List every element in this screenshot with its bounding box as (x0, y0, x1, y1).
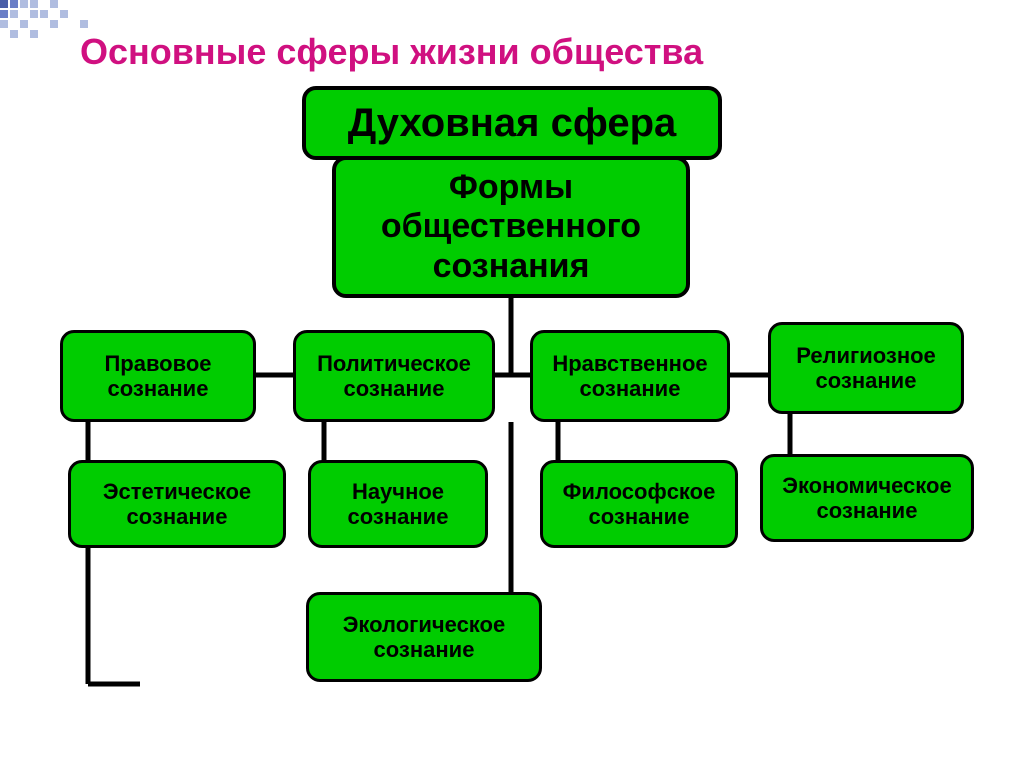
slide-title: Основные сферы жизни общества (80, 32, 703, 72)
node-relig-label: Религиозноесознание (796, 343, 936, 394)
node-econ-label: Экономическоесознание (782, 473, 951, 524)
node-phil: Философскоесознание (540, 460, 738, 548)
node-eco: Экологическоесознание (306, 592, 542, 682)
node-eco-label: Экологическоесознание (343, 612, 505, 663)
node-sci: Научноесознание (308, 460, 488, 548)
node-root-label: Духовная сфера (348, 100, 677, 146)
node-aesth-label: Эстетическоесознание (103, 479, 251, 530)
node-legal: Правовоесознание (60, 330, 256, 422)
node-legal-label: Правовоесознание (104, 351, 211, 402)
node-phil-label: Философскоесознание (563, 479, 716, 530)
node-moral: Нравственноесознание (530, 330, 730, 422)
node-polit-label: Политическоесознание (317, 351, 471, 402)
node-forms: Формыобщественногосознания (332, 156, 690, 298)
node-polit: Политическоесознание (293, 330, 495, 422)
node-forms-label: Формыобщественногосознания (381, 168, 641, 285)
node-sci-label: Научноесознание (348, 479, 449, 530)
node-relig: Религиозноесознание (768, 322, 964, 414)
node-moral-label: Нравственноесознание (552, 351, 707, 402)
node-aesth: Эстетическоесознание (68, 460, 286, 548)
node-root: Духовная сфера (302, 86, 722, 160)
node-econ: Экономическоесознание (760, 454, 974, 542)
